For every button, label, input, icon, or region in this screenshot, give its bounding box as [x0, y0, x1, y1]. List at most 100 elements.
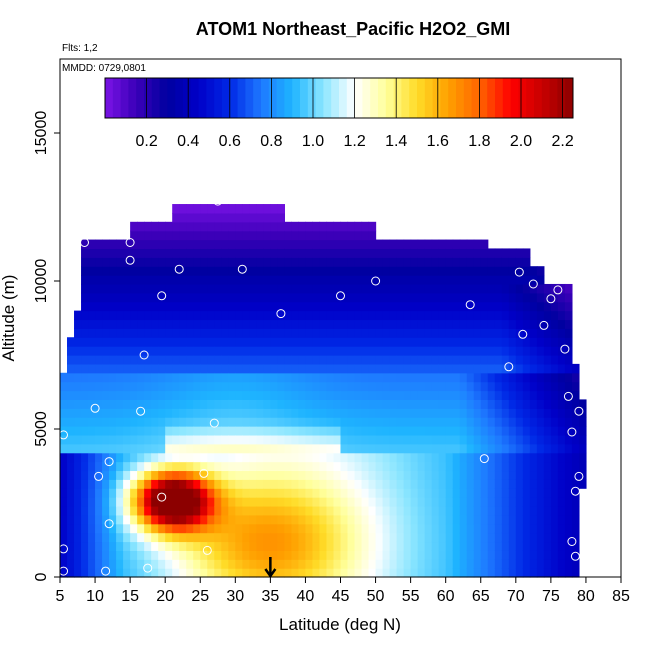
heatmap-cell: [60, 408, 68, 418]
heatmap-cell: [333, 550, 342, 560]
heatmap-cell: [333, 363, 342, 374]
heatmap-cell: [270, 452, 278, 463]
heatmap-cell: [109, 417, 117, 427]
heatmap-cell: [151, 381, 159, 392]
heatmap-cell: [550, 283, 559, 294]
heatmap-cell: [480, 337, 489, 347]
heatmap-cell: [354, 426, 363, 436]
heatmap-cell: [396, 452, 405, 463]
heatmap-cell: [130, 346, 138, 356]
heatmap-cell: [333, 399, 342, 409]
observation-point: [553, 285, 563, 295]
heatmap-cell: [207, 488, 215, 498]
heatmap-cell: [137, 266, 145, 276]
heatmap-cell: [396, 275, 405, 285]
heatmap-cell: [501, 434, 510, 445]
observation-point: [101, 566, 111, 576]
heatmap-cell: [221, 355, 229, 365]
heatmap-cell: [438, 301, 447, 312]
heatmap-cell: [438, 479, 447, 489]
heatmap-cell: [403, 550, 412, 560]
heatmap-cell: [347, 559, 356, 569]
heatmap-cell: [452, 541, 461, 551]
heatmap-cell: [347, 337, 356, 347]
heatmap-cell: [207, 275, 215, 285]
heatmap-cell: [515, 319, 524, 329]
heatmap-cell: [361, 310, 370, 321]
heatmap-cell: [403, 408, 412, 418]
heatmap-cell: [361, 275, 370, 285]
heatmap-cell: [200, 319, 208, 329]
heatmap-cell: [165, 257, 173, 267]
heatmap-cell: [179, 434, 187, 445]
heatmap-cell: [102, 470, 110, 480]
heatmap-cell: [221, 514, 229, 525]
heatmap-cell: [452, 239, 461, 250]
heatmap-cell: [207, 443, 215, 454]
heatmap-cell: [368, 399, 377, 409]
heatmap-cell: [221, 319, 229, 329]
heatmap-cell: [270, 470, 278, 480]
heatmap-cell: [256, 443, 264, 454]
heatmap-cell: [221, 337, 229, 347]
heatmap-cell: [165, 372, 173, 383]
heatmap-cell: [438, 355, 447, 365]
colorbar-tick-label: 0.8: [260, 133, 282, 150]
heatmap-cell: [375, 363, 384, 374]
heatmap-cell: [508, 399, 517, 409]
heatmap-cell: [382, 257, 391, 267]
heatmap-cell: [452, 283, 461, 294]
heatmap-cell: [340, 417, 349, 427]
heatmap-cell: [81, 408, 89, 418]
heatmap-cell: [249, 443, 257, 454]
heatmap-cell: [333, 541, 342, 551]
heatmap-cell: [459, 275, 468, 285]
heatmap-cell: [431, 550, 440, 560]
heatmap-cell: [326, 292, 335, 303]
heatmap-cell: [277, 550, 285, 560]
heatmap-cell: [424, 355, 433, 365]
heatmap-cell: [375, 381, 384, 392]
heatmap-cell: [536, 328, 545, 338]
heatmap-cell: [144, 248, 152, 258]
heatmap-cell: [95, 443, 103, 454]
heatmap-cell: [200, 523, 208, 534]
heatmap-cell: [508, 470, 517, 480]
heatmap-cell: [256, 275, 264, 285]
heatmap-cell: [214, 550, 222, 560]
heatmap-cell: [151, 275, 159, 285]
heatmap-cell: [410, 434, 419, 445]
heatmap-cell: [473, 319, 482, 329]
heatmap-cell: [445, 505, 454, 516]
heatmap-cell: [123, 301, 131, 312]
heatmap-cell: [403, 301, 412, 312]
heatmap-cell: [438, 372, 447, 383]
heatmap-cell: [88, 497, 96, 507]
heatmap-cell: [375, 532, 384, 543]
heatmap-cell: [172, 550, 180, 560]
heatmap-cell: [151, 337, 159, 347]
heatmap-cell: [172, 248, 180, 258]
heatmap-cell: [270, 292, 278, 303]
heatmap-cell: [298, 275, 307, 285]
heatmap-cell: [347, 461, 356, 472]
heatmap-cell: [221, 497, 229, 507]
heatmap-cell: [515, 417, 524, 427]
x-tick-label: 80: [577, 588, 595, 605]
heatmap-cell: [494, 559, 503, 569]
heatmap-cell: [95, 346, 103, 356]
heatmap-cell: [228, 408, 236, 418]
heatmap-cell: [207, 310, 215, 321]
heatmap-cell: [298, 497, 307, 507]
heatmap-cell: [186, 292, 194, 303]
heatmap-cell: [102, 434, 110, 445]
heatmap-cell: [130, 514, 138, 525]
heatmap-cell: [382, 497, 391, 507]
heatmap-cell: [277, 319, 285, 329]
heatmap-cell: [417, 505, 426, 516]
heatmap-cell: [564, 434, 573, 445]
heatmap-cell: [501, 283, 510, 294]
heatmap-cell: [501, 426, 510, 436]
heatmap-cell: [172, 497, 180, 507]
colorbar-segment: [159, 78, 168, 118]
